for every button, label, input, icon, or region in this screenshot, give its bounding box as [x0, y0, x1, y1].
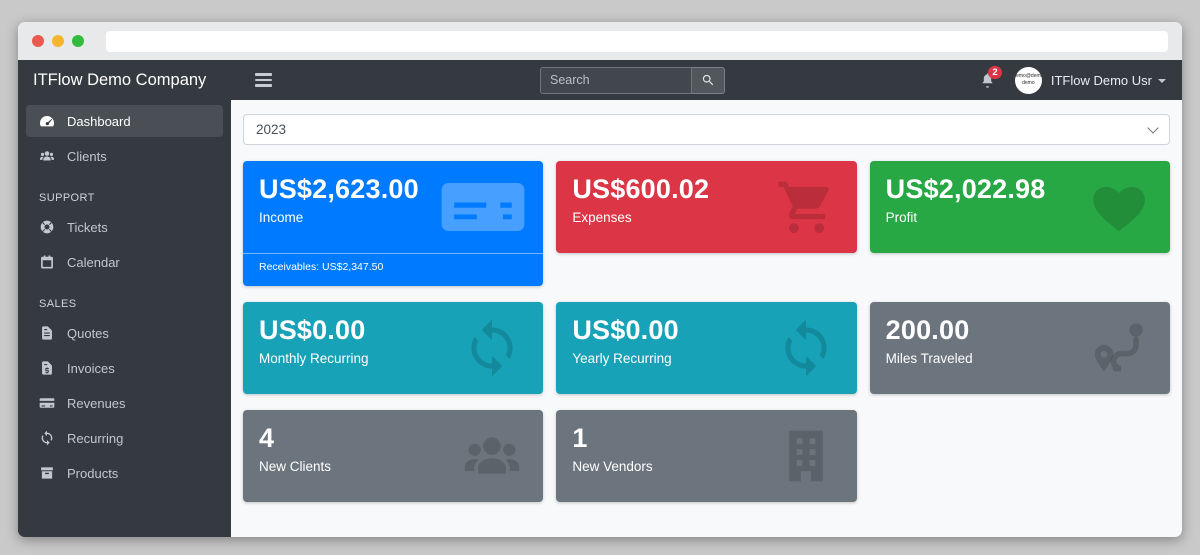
building-icon: [771, 425, 841, 487]
sidebar-item-label: Quotes: [67, 325, 109, 341]
card-label: Expenses: [572, 210, 632, 226]
file-invoice-icon: [39, 325, 55, 341]
stat-card-income[interactable]: US$2,623.00 Income Receivables: US$2,347…: [243, 161, 544, 287]
sync-icon: [771, 317, 841, 379]
address-bar[interactable]: [106, 30, 1168, 52]
credit-card-icon: [439, 175, 527, 239]
browser-window: ITFlow Demo Company Dashboard Clients: [18, 22, 1182, 537]
card-value: 4: [259, 423, 275, 454]
year-select[interactable]: 2023: [243, 114, 1170, 145]
card-label: Monthly Recurring: [259, 351, 369, 367]
sync-icon: [457, 317, 527, 379]
search-input[interactable]: [540, 66, 692, 94]
sidebar-item-label: Tickets: [67, 219, 108, 235]
sidebar-item-label: Products: [67, 465, 119, 481]
stat-card-monthly-recurring[interactable]: US$0.00 Monthly Recurring: [243, 302, 544, 395]
user-menu[interactable]: ITFlow Demo Usr: [1051, 73, 1166, 88]
app-shell: ITFlow Demo Company Dashboard Clients: [18, 60, 1182, 537]
stat-cards-grid: US$2,623.00 Income Receivables: US$2,347…: [243, 161, 1170, 503]
credit-card-icon: [39, 395, 55, 411]
heart-icon: [1084, 176, 1154, 238]
shopping-cart-icon: [771, 176, 841, 238]
sidebar-item-clients[interactable]: Clients: [26, 140, 223, 172]
tachometer-icon: [39, 113, 55, 129]
sidebar-item-recurring[interactable]: Recurring: [26, 422, 223, 454]
sidebar-item-label: Invoices: [67, 360, 115, 376]
card-label: New Clients: [259, 459, 332, 475]
card-label: New Vendors: [572, 459, 653, 475]
sidebar-item-quotes[interactable]: Quotes: [26, 317, 223, 349]
life-ring-icon: [39, 219, 55, 235]
card-value: US$2,623.00: [259, 174, 419, 204]
avatar[interactable]: demo@demo demo: [1014, 66, 1042, 94]
sync-icon: [39, 430, 55, 446]
calendar-icon: [39, 254, 55, 270]
box-icon: [39, 465, 55, 481]
sidebar-section-sales: SALES: [39, 298, 77, 310]
sidebar-item-dashboard[interactable]: Dashboard: [26, 105, 223, 137]
sidebar-item-products[interactable]: Products: [26, 457, 223, 489]
sidebar-nav: Dashboard Clients SUPPORT Tickets: [18, 99, 231, 498]
sidebar-item-label: Calendar: [67, 254, 120, 270]
search-button[interactable]: [692, 66, 725, 94]
sidebar-item-label: Clients: [67, 148, 107, 164]
caret-down-icon: [1158, 79, 1166, 83]
users-icon: [457, 425, 527, 487]
card-value: US$600.02: [572, 174, 710, 204]
top-navbar: 2 demo@demo demo ITFlow Demo Usr: [231, 60, 1182, 100]
sidebar-item-label: Recurring: [67, 430, 124, 446]
stat-card-expenses[interactable]: US$600.02 Expenses: [556, 161, 857, 254]
card-value: 200.00: [885, 315, 970, 346]
card-value: 1: [572, 423, 588, 454]
navbar-search: [540, 66, 725, 94]
sidebar-item-calendar[interactable]: Calendar: [26, 246, 223, 278]
sidebar-section-support: SUPPORT: [39, 192, 95, 204]
dashboard-content: 2023 US$2,623.00 Income: [231, 100, 1182, 537]
sidebar-item-invoices[interactable]: Invoices: [26, 352, 223, 384]
card-label: Yearly Recurring: [572, 351, 672, 367]
sidebar: ITFlow Demo Company Dashboard Clients: [18, 60, 231, 537]
brand-link[interactable]: ITFlow Demo Company: [33, 71, 207, 89]
sidebar-item-tickets[interactable]: Tickets: [26, 211, 223, 243]
card-label: Miles Traveled: [885, 351, 973, 367]
card-value: US$0.00: [259, 315, 366, 346]
card-value: US$0.00: [572, 315, 679, 346]
main-panel: 2 demo@demo demo ITFlow Demo Usr: [231, 60, 1182, 537]
navbar-right: 2 demo@demo demo ITFlow Demo Usr: [979, 65, 1166, 94]
stat-card-miles-traveled[interactable]: 200.00 Miles Traveled: [869, 302, 1170, 395]
notification-badge: 2: [987, 65, 1003, 79]
card-label: Profit: [885, 210, 918, 226]
sidebar-item-revenues[interactable]: Revenues: [26, 387, 223, 419]
route-icon: [1084, 317, 1154, 379]
sidebar-item-label: Revenues: [67, 395, 126, 411]
year-filter: 2023: [243, 114, 1170, 145]
users-icon: [39, 148, 55, 164]
maximize-window-button[interactable]: [72, 35, 84, 47]
sidebar-item-label: Dashboard: [67, 113, 131, 129]
stat-card-new-vendors[interactable]: 1 New Vendors: [556, 410, 857, 503]
card-footer: Receivables: US$2,347.50: [243, 253, 544, 286]
card-label: Income: [259, 210, 304, 226]
search-icon: [701, 73, 715, 87]
file-invoice-dollar-icon: [39, 360, 55, 376]
menu-toggle-icon[interactable]: [255, 73, 272, 87]
stat-card-new-clients[interactable]: 4 New Clients: [243, 410, 544, 503]
card-value: US$2,022.98: [885, 174, 1046, 204]
browser-titlebar: [18, 22, 1182, 60]
stat-card-profit[interactable]: US$2,022.98 Profit: [869, 161, 1170, 254]
notifications-button[interactable]: 2: [979, 65, 1003, 89]
close-window-button[interactable]: [32, 35, 44, 47]
minimize-window-button[interactable]: [52, 35, 64, 47]
stat-card-yearly-recurring[interactable]: US$0.00 Yearly Recurring: [556, 302, 857, 395]
